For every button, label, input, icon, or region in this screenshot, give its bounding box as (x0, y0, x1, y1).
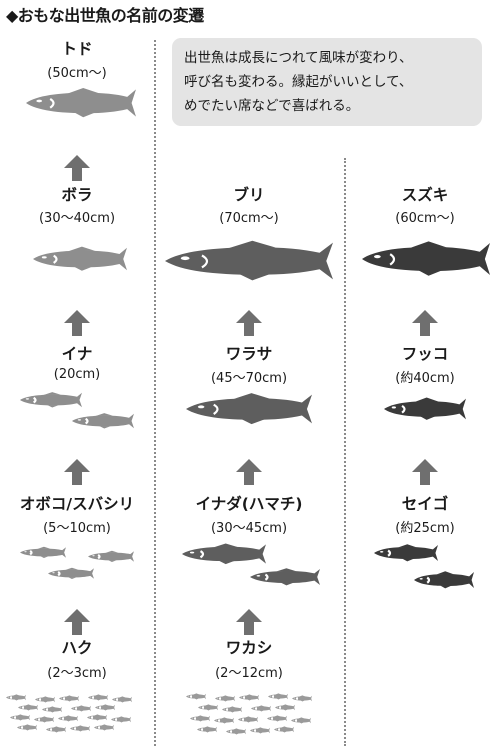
fish-icon (33, 246, 127, 271)
small-fish-icon (197, 726, 217, 733)
small-fish-icon (275, 704, 295, 711)
small-fish-icon (112, 696, 132, 703)
fish-icon (165, 240, 333, 281)
small-fish-icon (94, 724, 114, 731)
note-line: 出世魚は成長につれて風味が変わり、 (184, 50, 413, 66)
fish-stage-name: セイゴ (401, 495, 449, 513)
fish-stage-size: (2〜3cm) (47, 666, 107, 681)
small-fish-icon (95, 704, 115, 711)
small-fish-icon (215, 695, 235, 702)
small-fish-icon (59, 695, 79, 702)
explanation-note: 出世魚は成長につれて風味が変わり、 呼び名も変わる。縁起がいいとして、 めでたい… (172, 38, 482, 126)
fish-icon (250, 568, 320, 586)
column-divider (344, 158, 346, 746)
fish-stage-size: (60cm〜) (395, 211, 455, 226)
fish-stage-size: (20cm) (53, 367, 101, 382)
up-arrow-icon (236, 609, 262, 635)
fish-stage-size: (30〜40cm) (38, 211, 116, 226)
small-fish-icon (58, 715, 78, 722)
fish-stage-size: (5〜10cm) (43, 521, 111, 536)
fish-stage-name: イナ (61, 345, 93, 363)
fish-stage-name: ワラサ (225, 345, 273, 363)
small-fish-icon (42, 706, 62, 713)
up-arrow-icon (236, 310, 262, 336)
small-fish-icon (71, 705, 91, 712)
fish-stage-size: (45〜70cm) (210, 371, 288, 386)
up-arrow-icon (412, 310, 438, 336)
small-fish-icon (198, 704, 218, 711)
fish-stage-name: オボコ/スバシリ (19, 495, 135, 513)
small-fish-icon (6, 694, 26, 701)
fish-icon (182, 543, 266, 565)
fish-stage-name: ブリ (233, 186, 265, 204)
small-fish-icon (267, 715, 287, 722)
small-fish-icon (34, 716, 54, 723)
fish-icon (20, 546, 66, 558)
column-divider (154, 40, 156, 746)
small-fish-icon (186, 693, 206, 700)
small-fish-icon (111, 716, 131, 723)
small-fish-icon (250, 727, 270, 734)
fish-stage-size: (約25cm) (395, 521, 455, 536)
small-fish-icon (292, 695, 312, 702)
fish-icon (48, 567, 94, 579)
small-fish-icon (251, 705, 271, 712)
fish-icon (20, 392, 82, 408)
small-fish-icon (214, 717, 234, 724)
small-fish-icon (222, 706, 242, 713)
up-arrow-icon (64, 310, 90, 336)
fish-icon (72, 413, 134, 429)
small-fish-icon (88, 694, 108, 701)
small-fish-icon (70, 725, 90, 732)
small-fish-icon (17, 724, 37, 731)
small-fish-icon (87, 714, 107, 721)
small-fish-icon (190, 715, 210, 722)
fish-stage-name: フッコ (401, 345, 449, 363)
fish-stage-size: (約40cm) (395, 371, 455, 386)
fish-icon (362, 241, 490, 276)
fish-stage-name: イナダ(ハマチ) (195, 495, 303, 513)
small-fish-icon (35, 696, 55, 703)
up-arrow-icon (412, 459, 438, 485)
fish-stage-name: ボラ (61, 186, 93, 204)
fish-stage-size: (2〜12cm) (215, 666, 283, 681)
fish-stage-name: ハク (61, 639, 93, 657)
note-line: 呼び名も変わる。縁起がいいとして、 (184, 74, 413, 90)
fish-stage-size: (50cm〜) (47, 66, 107, 81)
up-arrow-icon (64, 609, 90, 635)
up-arrow-icon (64, 459, 90, 485)
small-fish-icon (46, 726, 66, 733)
fish-icon (186, 393, 312, 425)
up-arrow-icon (236, 459, 262, 485)
small-fish-icon (18, 704, 38, 711)
fish-icon (414, 571, 474, 589)
small-fish-icon (291, 717, 311, 724)
small-fish-icon (239, 694, 259, 701)
fish-icon (374, 544, 438, 562)
fish-icon (88, 550, 134, 562)
fish-icon (384, 397, 466, 420)
fish-stage-size: (30〜45cm) (210, 521, 288, 536)
fish-stage-name: スズキ (401, 186, 449, 204)
fish-stage-name: トド (61, 40, 93, 58)
fish-icon (26, 88, 136, 118)
small-fish-icon (10, 714, 30, 721)
fish-stage-name: ワカシ (225, 639, 273, 657)
note-line: めでたい席などで喜ばれる。 (184, 98, 360, 114)
fish-stage-size: (70cm〜) (219, 211, 279, 226)
up-arrow-icon (64, 155, 90, 181)
small-fish-icon (226, 728, 246, 735)
small-fish-icon (274, 726, 294, 733)
page-title: ◆おもな出世魚の名前の変遷 (6, 6, 204, 25)
small-fish-icon (268, 693, 288, 700)
small-fish-icon (238, 716, 258, 723)
